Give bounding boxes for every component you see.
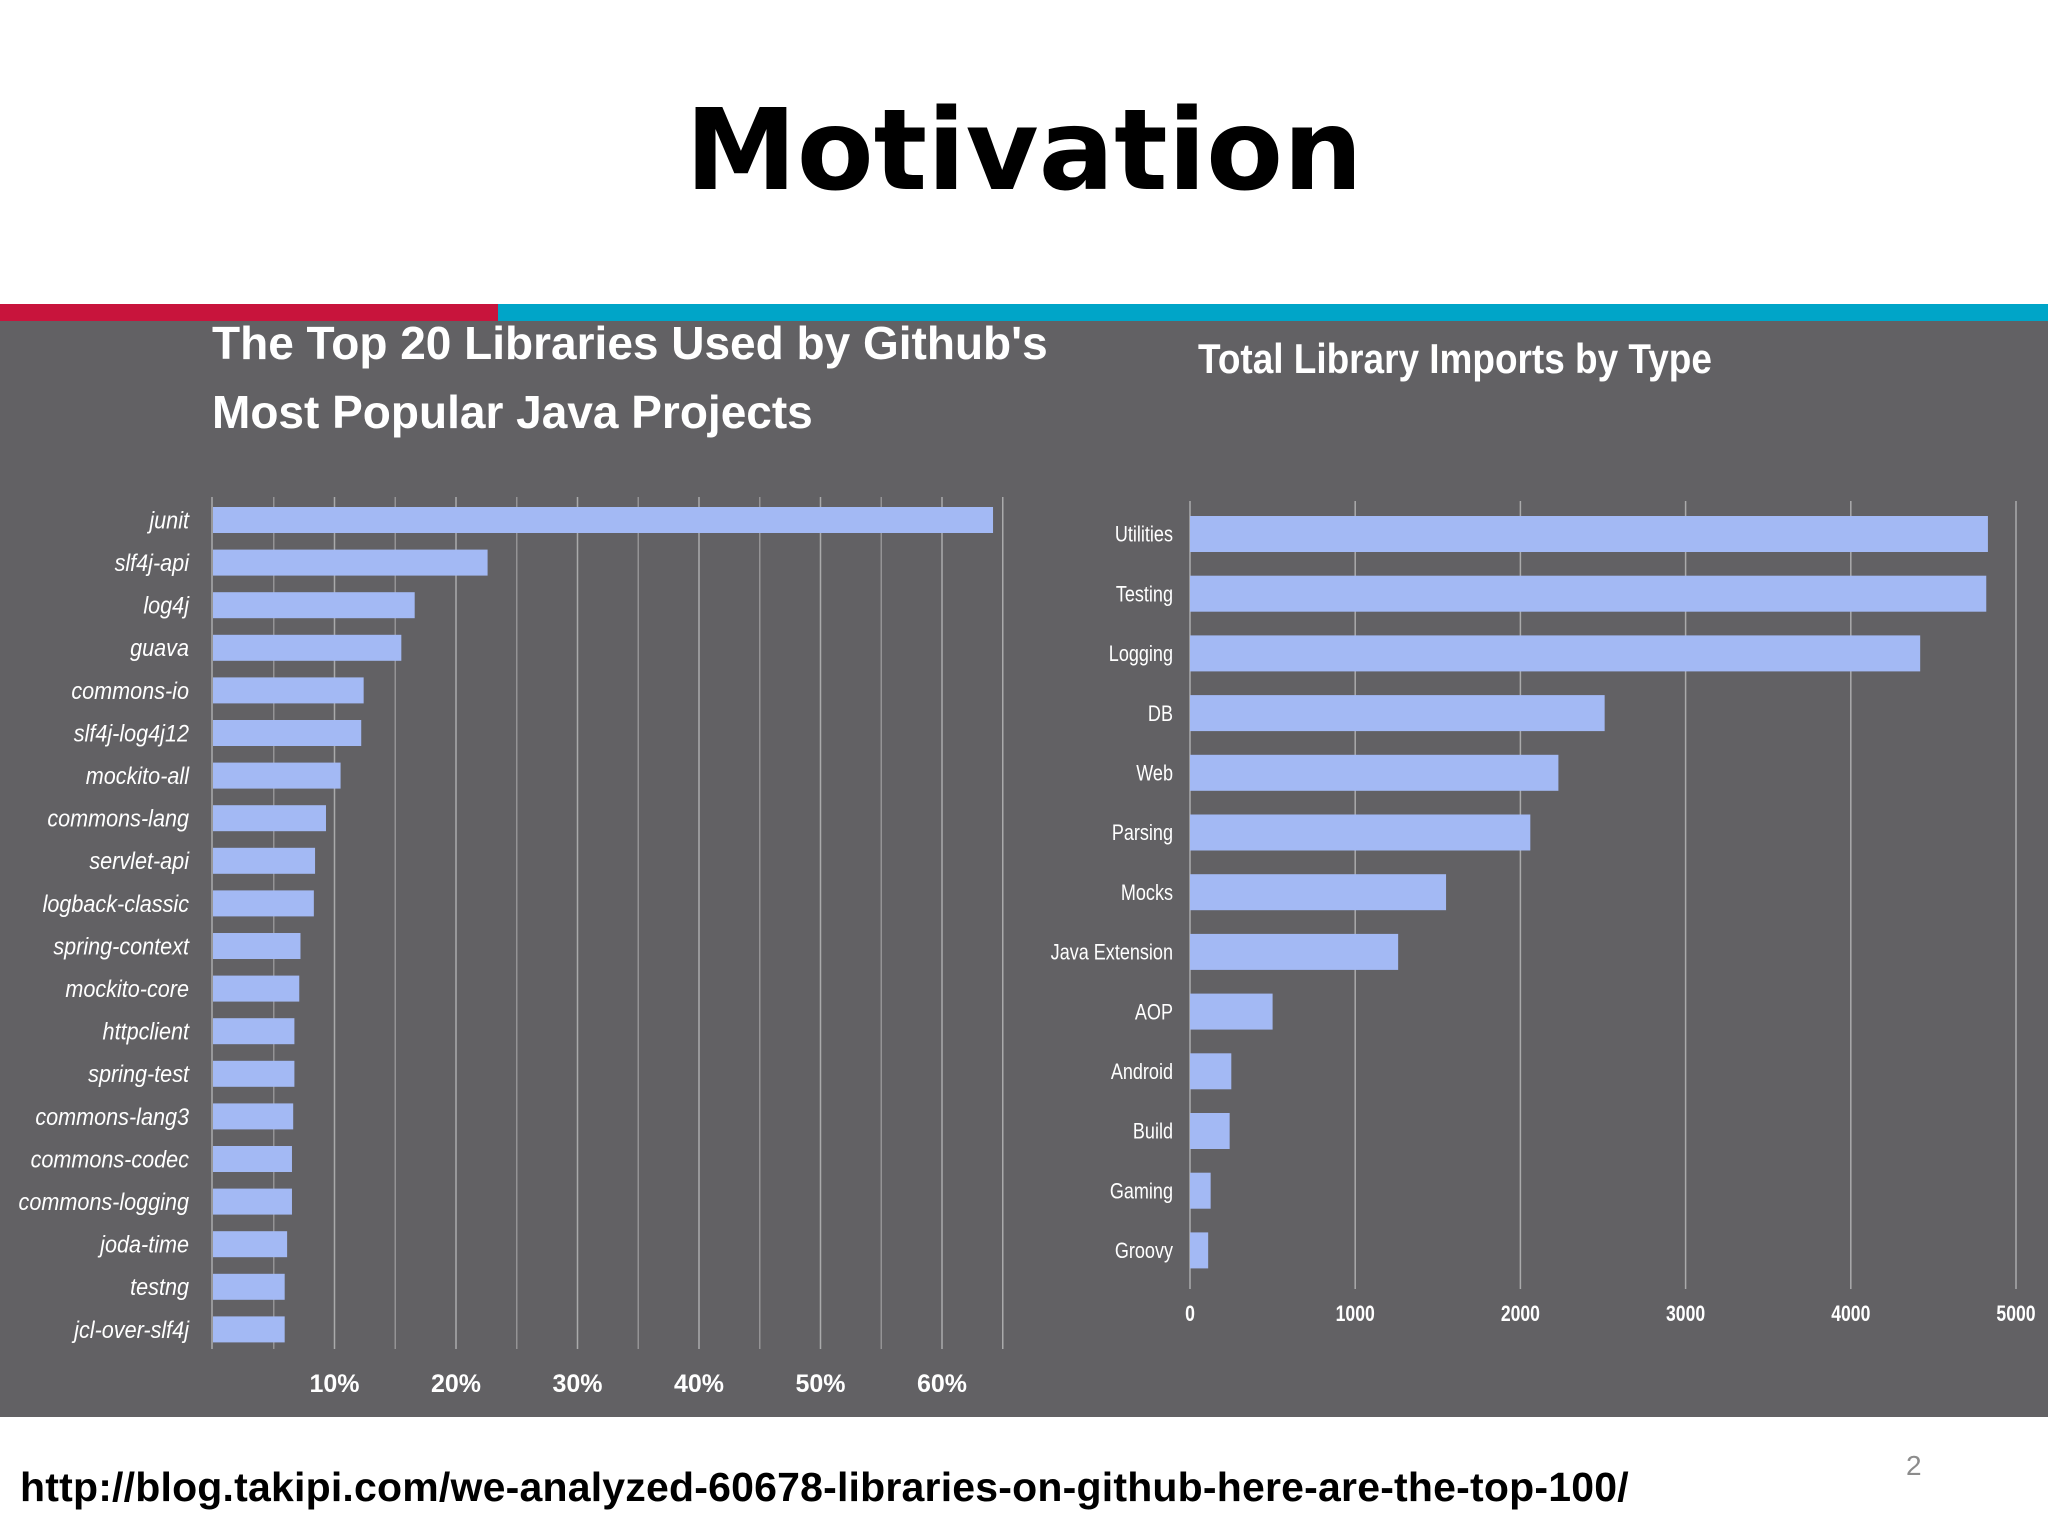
x-tick-label: 60% <box>917 1370 967 1398</box>
slide-number: 2 <box>1906 1450 1922 1481</box>
x-tick-label: 2000 <box>1501 1302 1540 1326</box>
bar <box>213 805 326 832</box>
chart-panel: The Top 20 Libraries Used by Github's Mos… <box>0 321 2048 1417</box>
bar <box>1190 1053 1232 1090</box>
bar <box>213 634 402 661</box>
bar <box>213 507 994 533</box>
x-tick-label: 50% <box>795 1370 845 1398</box>
x-tick-label: 10% <box>309 1370 359 1398</box>
category-label: Build <box>1133 1120 1173 1144</box>
bar <box>213 677 364 704</box>
category-label: mockito-all <box>86 762 190 789</box>
category-label: log4j <box>143 592 190 619</box>
chart-top20-libraries: The Top 20 Libraries Used by Github's Mos… <box>19 321 1048 1398</box>
bar <box>1190 754 1559 791</box>
bar <box>213 549 488 576</box>
bar <box>213 1060 295 1087</box>
category-label: jcl-over-slf4j <box>71 1316 190 1343</box>
bar <box>213 975 300 1002</box>
category-label: AOP <box>1135 1001 1173 1025</box>
bar <box>213 762 341 789</box>
category-label: mockito-core <box>65 975 189 1002</box>
chart-title-line: The Top 20 Libraries Used by Github's <box>212 321 1048 369</box>
bar <box>213 847 316 874</box>
category-label: junit <box>147 506 191 533</box>
category-label: slf4j-api <box>115 549 190 576</box>
accent-bar-red <box>0 304 498 321</box>
chart-title-line: Most Popular Java Projects <box>212 386 813 438</box>
category-label: Utilities <box>1115 523 1173 547</box>
category-label: Web <box>1136 762 1173 786</box>
category-label: testng <box>130 1273 189 1300</box>
bar <box>1190 814 1531 851</box>
category-label: commons-lang3 <box>35 1103 189 1130</box>
x-tick-label: 20% <box>431 1370 481 1398</box>
category-label: Logging <box>1109 643 1173 667</box>
category-label: joda-time <box>97 1231 189 1258</box>
bar <box>1190 1113 1230 1149</box>
x-tick-label: 30% <box>552 1370 602 1398</box>
charts-svg: The Top 20 Libraries Used by Github's Mos… <box>19 321 2036 1398</box>
bar <box>1190 1172 1211 1209</box>
category-label: Mocks <box>1121 881 1173 905</box>
category-label: DB <box>1148 702 1173 726</box>
x-tick-label: 0 <box>1185 1302 1195 1326</box>
bar <box>213 1146 292 1172</box>
bar <box>1190 1232 1209 1269</box>
bar <box>1190 516 1988 552</box>
category-label: Parsing <box>1112 822 1173 846</box>
bar <box>1190 635 1921 672</box>
x-tick-label: 4000 <box>1831 1302 1870 1326</box>
category-label: httpclient <box>103 1018 191 1045</box>
bar <box>1190 993 1273 1030</box>
category-label: servlet-api <box>89 847 189 874</box>
x-tick-label: 40% <box>674 1370 724 1398</box>
bar <box>1190 933 1399 970</box>
category-label: commons-logging <box>19 1188 190 1215</box>
bar <box>1190 874 1447 911</box>
category-label: commons-io <box>71 677 189 704</box>
bar <box>213 1018 295 1045</box>
x-tick-label: 3000 <box>1666 1302 1705 1326</box>
chart-imports-by-type: Total Library Imports by Type 0 1000 2000 30… <box>1051 336 2036 1327</box>
category-label: spring-context <box>53 932 190 959</box>
category-label: slf4j-log4j12 <box>74 719 190 746</box>
bar <box>213 720 362 746</box>
category-label: Testing <box>1116 583 1173 607</box>
accent-bar-teal <box>498 304 2048 321</box>
category-label: spring-test <box>88 1060 190 1087</box>
bar <box>213 890 314 917</box>
bar <box>1190 695 1605 732</box>
category-label: commons-codec <box>31 1145 190 1172</box>
x-tick-label: 1000 <box>1336 1302 1375 1326</box>
category-label: guava <box>130 634 189 661</box>
slide-title: Motivation <box>685 86 1363 216</box>
bar <box>213 1188 292 1215</box>
bar <box>213 1231 288 1258</box>
category-label: Gaming <box>1110 1180 1173 1204</box>
category-label: Groovy <box>1115 1240 1174 1264</box>
source-url[interactable]: http://blog.takipi.com/we-analyzed-60678… <box>20 1464 1629 1510</box>
x-tick-label: 5000 <box>1996 1302 2035 1326</box>
bar <box>213 1103 294 1130</box>
bar <box>1190 575 1987 612</box>
category-label: commons-lang <box>47 805 189 832</box>
bar <box>213 592 415 619</box>
category-label: logback-classic <box>43 890 190 917</box>
category-label: Android <box>1111 1060 1173 1084</box>
category-label: Java Extension <box>1051 941 1173 965</box>
bar <box>213 1273 285 1300</box>
bar <box>213 933 301 959</box>
bar <box>213 1316 285 1343</box>
chart-title-line: Total Library Imports by Type <box>1198 336 1712 383</box>
